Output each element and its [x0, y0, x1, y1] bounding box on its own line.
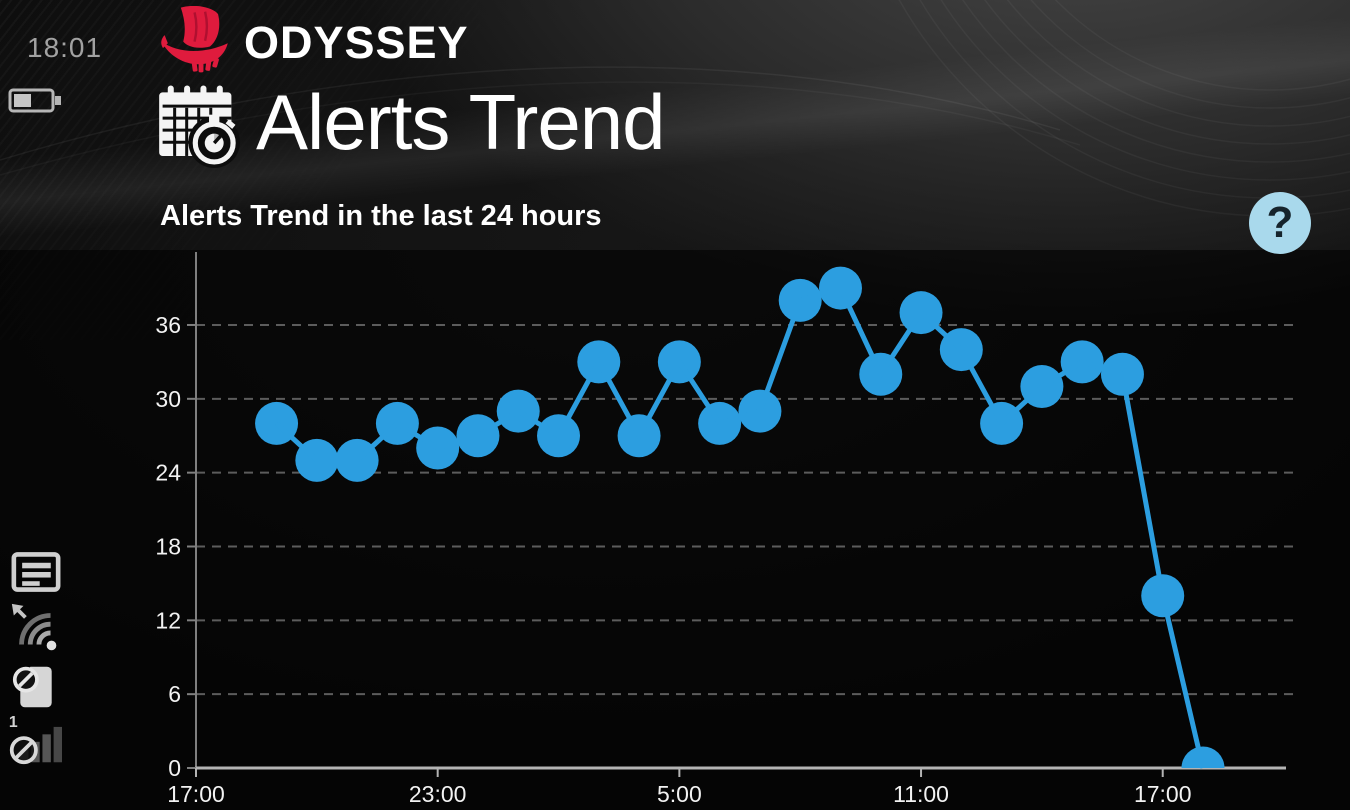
chart-subtitle: Alerts Trend in the last 24 hours [160, 200, 602, 232]
clock: 18:01 [27, 32, 103, 63]
page-title-row: Alerts Trend [154, 78, 666, 168]
x-tick-label: 5:00 [657, 781, 702, 807]
brand-lockup: ODYSSEY [156, 6, 469, 74]
y-tick-label: 36 [155, 312, 181, 338]
y-tick-label: 6 [168, 681, 181, 707]
x-tick-label: 11:00 [893, 781, 949, 807]
y-tick-label: 30 [155, 386, 181, 412]
series-line [274, 285, 1206, 769]
y-tick-label: 24 [155, 460, 181, 486]
help-button[interactable]: ? [1249, 192, 1311, 254]
wifi-signal-icon [11, 603, 57, 651]
page-title: Alerts Trend [256, 78, 666, 166]
no-sim-icon [12, 666, 52, 708]
cell-signal-disabled-icon: 1 [9, 714, 62, 765]
alerts-series [255, 266, 1225, 768]
x-tick-label: 17:00 [167, 781, 225, 807]
y-tick-label: 0 [168, 755, 181, 781]
calendar-stopwatch-icon [159, 85, 240, 168]
sim-number-badge: 1 [9, 714, 18, 731]
x-tick-label: 23:00 [409, 781, 467, 807]
battery-icon [8, 88, 61, 113]
odyssey-ship-icon [161, 6, 228, 73]
x-tick-label: 17:00 [1134, 781, 1192, 807]
brand-name: ODYSSEY [244, 17, 469, 68]
y-tick-label: 12 [155, 607, 181, 633]
y-tick-label: 18 [155, 533, 181, 559]
notifications-list-icon [11, 552, 61, 592]
